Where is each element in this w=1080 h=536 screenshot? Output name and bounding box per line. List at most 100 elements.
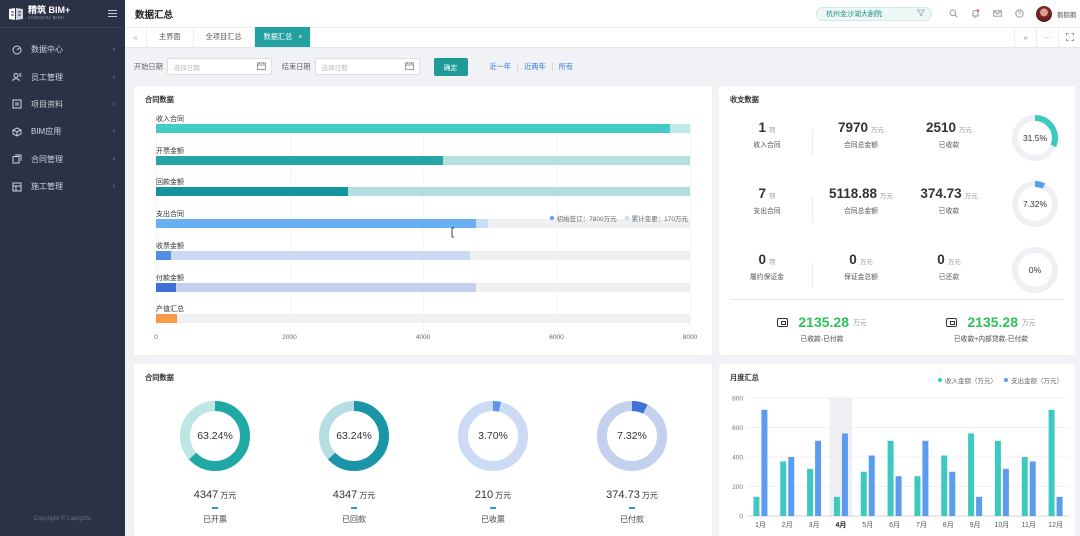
divider — [517, 62, 519, 71]
bar-track[interactable] — [156, 155, 690, 165]
sidebar-item-bim[interactable]: BIM应用 › — [0, 118, 125, 145]
x-tick-label: 7月 — [916, 521, 927, 529]
sidebar-item-contracts[interactable]: 合同管理 › — [0, 146, 125, 173]
chart-legend: 收入金额（万元） 支出金额（万元） — [938, 375, 1063, 385]
end-date-label: 结束日期 — [281, 61, 311, 71]
month-bar[interactable] — [815, 440, 822, 516]
search-icon[interactable] — [942, 9, 964, 18]
month-bar[interactable] — [788, 457, 795, 516]
bell-icon[interactable] — [964, 9, 986, 18]
month-bar[interactable] — [1029, 461, 1036, 516]
sidebar-item-project-docs[interactable]: 项目资料 › — [0, 91, 125, 118]
chevron-right-icon: › — [112, 100, 115, 108]
tab-data-summary[interactable]: 数据汇总 × — [254, 27, 312, 47]
month-bar[interactable] — [976, 496, 983, 516]
month-bar[interactable] — [833, 496, 840, 516]
brand-name: 精筑 BIM+ — [28, 5, 71, 16]
chevron-right-icon: › — [112, 183, 115, 191]
more-icon[interactable]: ··· — [1036, 27, 1058, 47]
month-bar[interactable] — [887, 440, 894, 516]
bar-track[interactable] — [156, 124, 690, 133]
month-bar[interactable] — [1056, 496, 1063, 516]
cube-icon — [12, 127, 22, 137]
month-bar[interactable] — [1048, 409, 1055, 516]
x-tick-label: 4月 — [835, 521, 846, 529]
month-bar[interactable] — [994, 440, 1001, 516]
divider — [730, 299, 1064, 300]
quick-range-all[interactable]: 所有 — [558, 61, 574, 71]
donut-ring — [458, 401, 528, 471]
month-bar[interactable] — [895, 476, 902, 516]
accent-bar — [212, 507, 218, 509]
month-bar[interactable] — [941, 455, 948, 516]
bar-track[interactable] — [156, 282, 690, 292]
sidebar-item-label: 合同管理 — [31, 154, 63, 164]
month-bar[interactable] — [807, 468, 814, 516]
donut-chart: 7.32% — [597, 401, 667, 471]
project-selector[interactable]: 杭州金沙湖大剧院 — [816, 6, 932, 21]
brand-logo[interactable]: 精筑 BIM+ JINGZHU BIM+ — [0, 0, 125, 28]
progress-ring: 7.32% — [1012, 181, 1058, 227]
end-date-input[interactable]: 选择日期 — [314, 58, 420, 75]
month-bar[interactable] — [761, 409, 768, 516]
month-bar[interactable] — [914, 476, 921, 516]
donut-label: 已回款 — [342, 515, 366, 524]
wallet-icon — [946, 317, 958, 327]
month-bar[interactable] — [1021, 457, 1028, 516]
close-icon[interactable]: × — [298, 33, 303, 41]
stat-number: 374.73 — [920, 186, 962, 201]
tab-scroll-left-icon[interactable]: « — [125, 27, 147, 47]
month-bar[interactable] — [780, 461, 787, 516]
bar-track[interactable] — [156, 314, 690, 324]
sidebar-item-data-center[interactable]: 数据中心 › — [0, 36, 125, 63]
month-bar[interactable] — [753, 496, 760, 516]
project-name: 杭州金沙湖大剧院 — [826, 10, 882, 18]
confirm-button[interactable]: 确定 — [433, 57, 468, 76]
net-label: 已收款+内部贷款-已付款 — [953, 336, 1029, 343]
tab-all-projects[interactable]: 全项目汇总 — [194, 27, 255, 47]
donut-chart: 3.70% — [458, 401, 528, 471]
bar-row: 收票金额 — [156, 241, 690, 260]
month-bar[interactable] — [1002, 468, 1009, 516]
menu-collapse-icon[interactable] — [108, 10, 117, 17]
donut-chart: 63.24% — [319, 401, 389, 471]
sidebar-menu: 数据中心 › 员工管理 › 项目资料 › BIM应用 › 合同管理 › 施工管理… — [0, 36, 125, 200]
month-bar[interactable] — [868, 455, 875, 516]
quick-range-one-year[interactable]: 近一年 — [489, 61, 512, 71]
bar-value — [156, 282, 177, 292]
donut-label: 已开票 — [203, 515, 227, 524]
topbar: 数据汇总 杭州金沙湖大剧院 鹅鹅鹅 — [125, 0, 1080, 28]
fullscreen-icon[interactable] — [1058, 27, 1080, 47]
month-bar[interactable] — [841, 433, 848, 516]
help-icon[interactable] — [1008, 9, 1030, 18]
month-bar[interactable] — [949, 471, 956, 516]
month-bar[interactable] — [922, 440, 929, 516]
bar-track[interactable] — [156, 219, 690, 229]
value-unit: 万元 — [359, 491, 376, 500]
stat-number: 2510 — [925, 120, 957, 135]
tab-home[interactable]: 主界面 — [147, 27, 194, 47]
bar-total — [156, 187, 690, 197]
sidebar-item-staff[interactable]: 员工管理 › — [0, 63, 125, 90]
bar-track[interactable] — [156, 187, 690, 197]
user-menu[interactable]: 鹅鹅鹅 — [1036, 5, 1080, 22]
bar-track[interactable] — [156, 250, 690, 260]
month-bar[interactable] — [860, 471, 867, 516]
finance-stat: 0 万元 保证金总额 — [821, 252, 901, 281]
mail-icon[interactable] — [986, 9, 1008, 18]
bar-total — [156, 250, 470, 260]
stat-label: 合同总金额 — [844, 208, 878, 215]
month-bar[interactable] — [968, 433, 975, 516]
y-tick-label: 0 — [739, 514, 743, 521]
page-title: 数据汇总 — [135, 9, 174, 21]
start-date-input[interactable]: 选择日期 — [166, 58, 272, 75]
ring-chart — [1012, 115, 1058, 161]
quick-range-two-years[interactable]: 近两年 — [524, 61, 546, 71]
sidebar-item-construction[interactable]: 施工管理 › — [0, 173, 125, 200]
building-icon — [12, 182, 22, 192]
value-number: 210 — [474, 489, 494, 501]
stat-number: 0 — [937, 252, 945, 267]
tab-scroll-right-icon[interactable]: » — [1014, 27, 1036, 47]
